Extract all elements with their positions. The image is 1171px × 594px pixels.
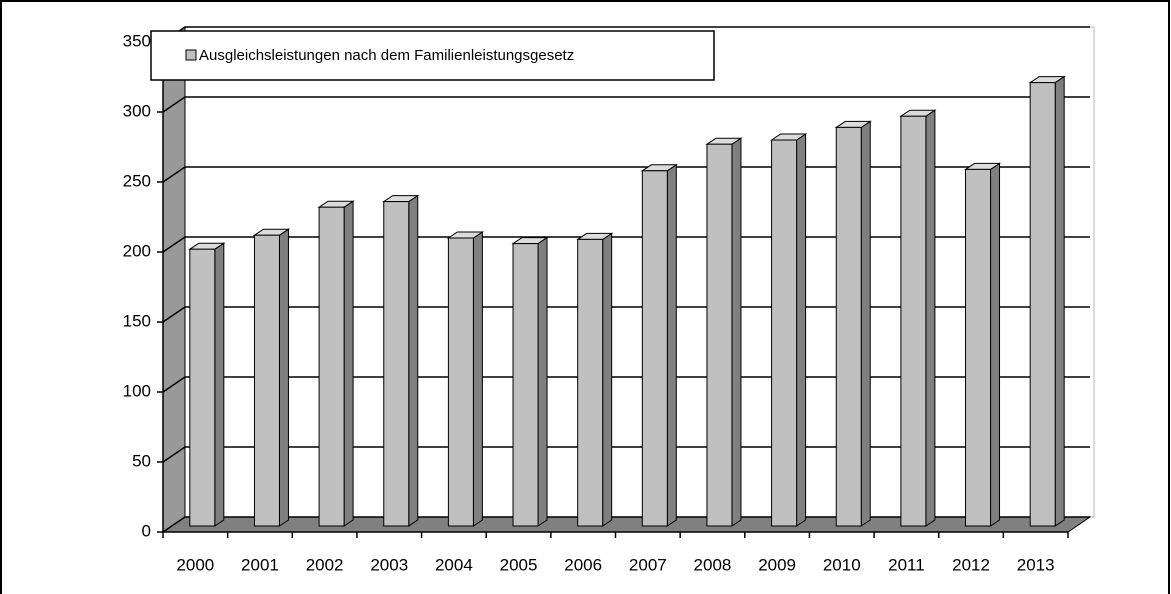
bar-front [318,206,345,527]
grid-line [162,96,186,113]
x-tick-label: 2012 [952,555,990,574]
x-tick-label: 2003 [370,555,408,574]
legend-swatch [185,49,197,61]
x-tick-label: 2007 [629,555,667,574]
x-tick-label: 2011 [888,555,925,574]
bar-front [577,238,604,527]
legend-label: Ausgleichsleistungen nach dem Familienle… [199,47,574,64]
bar-front [706,143,733,527]
y-tick-label: 250 [123,171,151,190]
grid-line [162,236,186,253]
y-tick-label: 300 [123,101,151,120]
bar-side [472,231,483,527]
x-tick-label: 2004 [435,555,473,574]
bar [640,163,678,527]
bar [188,242,226,527]
bar [899,109,937,527]
bar [705,137,743,527]
y-tick-label: 150 [123,311,151,330]
bar-side [278,228,289,527]
bar-front [189,248,216,527]
bar-side [666,163,677,527]
bar-side [214,242,225,527]
bar [317,200,355,527]
grid-line [162,446,186,463]
y-tick-label: 0 [142,521,151,540]
grid-line [162,516,186,533]
grid-line [162,306,186,323]
x-tick-label: 2008 [694,555,732,574]
bar [769,133,808,527]
y-tick-label: 200 [123,241,151,260]
y-tick-label: 350 [123,31,151,50]
bar-front [771,139,798,527]
legend-box [150,30,715,81]
bar-side [925,109,936,527]
floor [161,516,1092,533]
bar-side [602,232,613,527]
plot-area: 0 50 100 150 200 250 300 350 2000 2001 2002 2003 200… [123,26,1095,574]
x-tick-label: 2006 [564,555,602,574]
x-tick-label: 2013 [1017,555,1055,574]
bar-side [408,194,419,527]
bar [576,232,614,527]
bar-front [383,201,410,527]
y-tick-label: 100 [123,381,151,400]
x-tick-label: 2001 [241,555,279,574]
legend: Ausgleichsleistungen nach dem Familienle… [150,30,715,81]
bar-front [965,168,992,527]
bar-side [537,236,548,527]
x-tick-label: 2005 [500,555,538,574]
x-tick-label: 2010 [823,555,861,574]
bar-side [731,137,742,527]
y-tick-label: 50 [132,451,151,470]
bar-side [860,120,871,527]
side-wall [162,26,186,533]
bar-front [447,237,474,527]
bar [382,194,420,527]
bar [446,231,485,527]
bar-front [900,115,927,527]
bar-front [835,126,862,527]
grid-line [162,166,186,183]
bar-side [990,162,1001,527]
bar-side [1054,75,1065,527]
bar [963,162,1002,527]
bar [1028,75,1066,527]
bar [252,228,291,527]
bar-side [343,200,354,527]
bar-side [796,133,807,527]
bar-front [253,234,280,527]
bar-front [1029,82,1056,527]
grid-line [162,376,186,393]
bar-front [641,170,668,527]
x-tick-label: 2000 [176,555,214,574]
x-tick-label: 2002 [306,555,344,574]
bar-front [512,243,539,527]
bar [511,236,549,527]
bar [834,120,872,527]
x-tick-label: 2009 [758,555,796,574]
